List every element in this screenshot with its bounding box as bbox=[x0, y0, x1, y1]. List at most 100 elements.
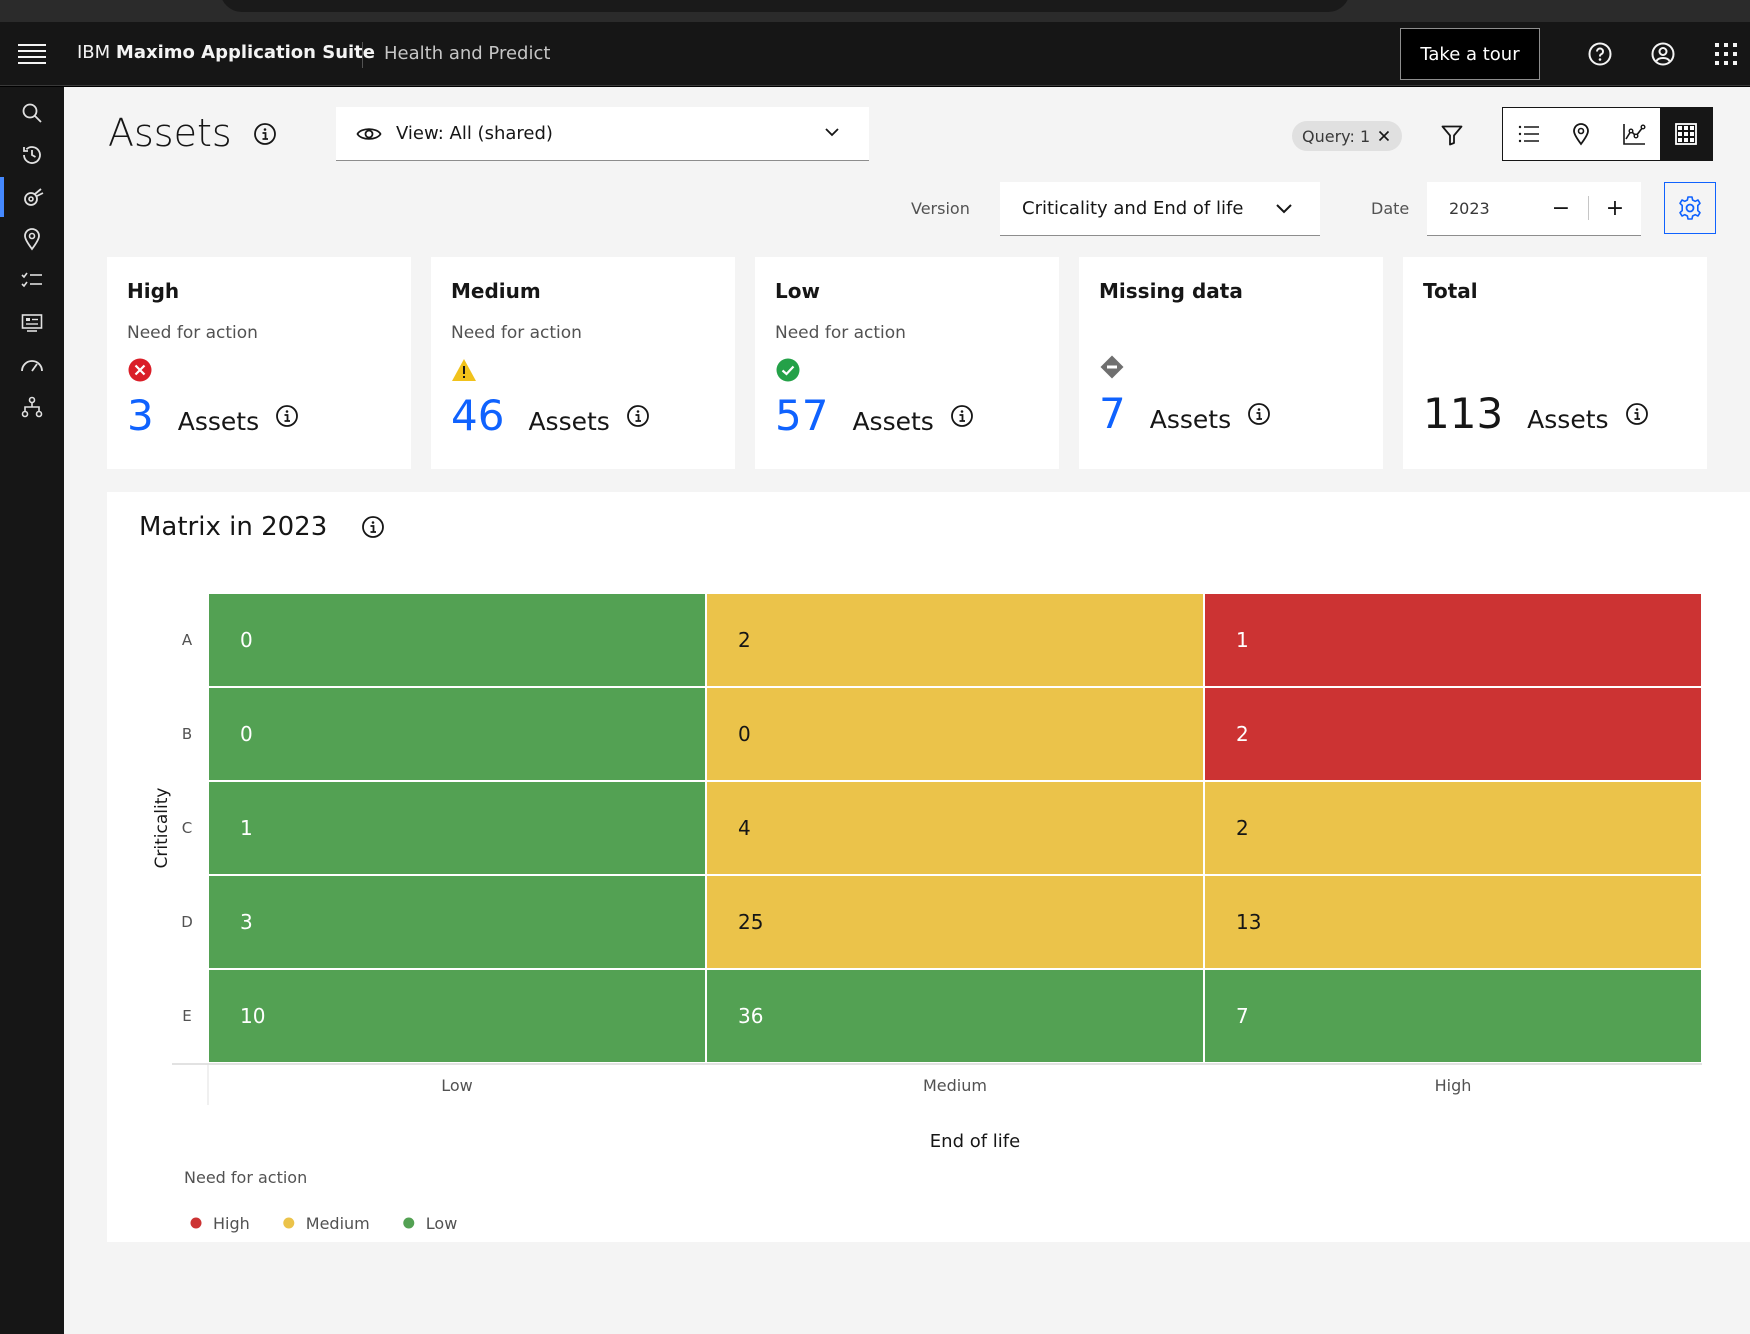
nav-locations-icon[interactable] bbox=[0, 219, 64, 259]
matrix-cell[interactable] bbox=[1203, 874, 1703, 970]
nav-recent-history-icon[interactable] bbox=[0, 135, 64, 175]
legend-title: Need for action bbox=[184, 1168, 307, 1187]
increment-button[interactable]: + bbox=[1605, 195, 1625, 221]
matrix-cell[interactable] bbox=[1203, 686, 1703, 782]
list-view-icon[interactable] bbox=[1503, 108, 1555, 160]
card-count[interactable]: 3 bbox=[127, 391, 154, 440]
matrix-cell[interactable] bbox=[705, 592, 1205, 688]
x-axis-title: End of life bbox=[930, 1131, 1020, 1152]
query-tag: Query: 1 bbox=[1292, 121, 1403, 151]
card-count[interactable]: 46 bbox=[451, 391, 505, 440]
header-divider bbox=[362, 42, 363, 68]
left-nav-rail bbox=[0, 87, 64, 1334]
hamburger-menu-icon[interactable] bbox=[18, 44, 46, 64]
brand-suite: Maximo Application Suite bbox=[115, 42, 375, 63]
browser-chrome bbox=[0, 0, 1750, 22]
matrix-cell-value: 1 bbox=[1236, 628, 1249, 652]
matrix-cell[interactable] bbox=[1203, 592, 1703, 688]
card-title: Missing data bbox=[1099, 279, 1243, 303]
version-dropdown-value: Criticality and End of life bbox=[1022, 198, 1244, 219]
matrix-cell-value: 2 bbox=[1236, 722, 1249, 746]
y-tick-label: C bbox=[182, 819, 192, 837]
card-unit: Assets bbox=[1527, 405, 1609, 434]
card-title: Total bbox=[1423, 279, 1478, 303]
card-info-icon[interactable] bbox=[1625, 402, 1649, 426]
card-count[interactable]: 113 bbox=[1423, 389, 1504, 438]
brand-ibm: IBM bbox=[77, 42, 111, 63]
x-tick-label: Low bbox=[441, 1076, 473, 1095]
matrix-cell[interactable] bbox=[207, 780, 707, 876]
chart-view-icon[interactable] bbox=[1608, 108, 1660, 160]
close-icon[interactable] bbox=[1378, 127, 1390, 146]
nav-checklist-icon[interactable] bbox=[0, 261, 64, 301]
page-title: Assets bbox=[108, 111, 232, 155]
summary-card-missing-data[interactable]: Missing data 7 Assets bbox=[1079, 257, 1383, 469]
matrix-cell[interactable] bbox=[705, 780, 1205, 876]
legend-swatch bbox=[190, 1217, 202, 1229]
take-a-tour-button[interactable]: Take a tour bbox=[1400, 28, 1540, 80]
matrix-view-icon[interactable] bbox=[1659, 108, 1712, 160]
matrix-cell-value: 0 bbox=[738, 722, 751, 746]
matrix-cell[interactable] bbox=[1203, 780, 1703, 876]
y-axis-title: Criticality bbox=[152, 788, 172, 869]
legend-label: Medium bbox=[306, 1214, 370, 1233]
main-content: Assets View: All (shared) Query: 1 Versi… bbox=[64, 87, 1750, 1334]
card-info-icon[interactable] bbox=[275, 404, 299, 428]
matrix-cell[interactable] bbox=[207, 592, 707, 688]
date-input[interactable] bbox=[1427, 182, 1547, 234]
nav-hierarchy-icon[interactable] bbox=[0, 387, 64, 427]
card-info-icon[interactable] bbox=[626, 404, 650, 428]
title-info-icon[interactable] bbox=[253, 122, 277, 146]
view-dropdown-label: View: All (shared) bbox=[396, 123, 553, 144]
map-view-icon[interactable] bbox=[1555, 108, 1607, 160]
summary-card-low[interactable]: Low Need for action 57 Assets bbox=[755, 257, 1059, 469]
nav-dashboard-icon[interactable] bbox=[0, 303, 64, 343]
nav-gauge-icon[interactable] bbox=[0, 345, 64, 385]
matrix-cell-value: 1 bbox=[240, 816, 253, 840]
card-count[interactable]: 7 bbox=[1099, 389, 1126, 438]
checkmark-icon bbox=[775, 357, 801, 383]
user-avatar-icon[interactable] bbox=[1649, 40, 1677, 68]
version-label: Version bbox=[911, 199, 970, 218]
matrix-cell[interactable] bbox=[207, 968, 707, 1064]
matrix-cell-value: 0 bbox=[240, 628, 253, 652]
matrix-cell-value: 2 bbox=[1236, 816, 1249, 840]
card-count[interactable]: 57 bbox=[775, 391, 829, 440]
app-switcher-icon[interactable] bbox=[1712, 40, 1740, 68]
card-info-icon[interactable] bbox=[1247, 402, 1271, 426]
matrix-cell[interactable] bbox=[207, 686, 707, 782]
matrix-cell-value: 3 bbox=[240, 910, 253, 934]
top-header: IBM Maximo Application Suite Health and … bbox=[0, 22, 1750, 86]
matrix-cell[interactable] bbox=[705, 968, 1205, 1064]
matrix-cell[interactable] bbox=[705, 874, 1205, 970]
version-dropdown[interactable]: Criticality and End of life bbox=[1000, 182, 1320, 236]
help-icon[interactable] bbox=[1586, 40, 1614, 68]
matrix-info-icon[interactable] bbox=[361, 515, 385, 539]
summary-card-total[interactable]: Total 113 Assets bbox=[1403, 257, 1707, 469]
matrix-cell-value: 0 bbox=[240, 722, 253, 746]
y-tick-label: E bbox=[182, 1007, 191, 1025]
summary-card-high[interactable]: High Need for action 3 Assets bbox=[107, 257, 411, 469]
filter-icon[interactable] bbox=[1436, 119, 1468, 151]
settings-gear-icon[interactable] bbox=[1664, 182, 1716, 234]
brand-name[interactable]: IBM Maximo Application Suite bbox=[77, 42, 375, 63]
nav-search-icon[interactable] bbox=[0, 93, 64, 133]
matrix-cell-value: 25 bbox=[738, 910, 763, 934]
nav-assets-icon[interactable] bbox=[0, 177, 64, 217]
date-label: Date bbox=[1371, 199, 1410, 218]
view-switcher bbox=[1502, 107, 1713, 161]
missing-diamond-icon bbox=[1099, 354, 1125, 380]
matrix-cell[interactable] bbox=[207, 874, 707, 970]
card-title: Low bbox=[775, 279, 820, 303]
view-dropdown[interactable]: View: All (shared) bbox=[336, 107, 869, 161]
summary-card-medium[interactable]: Medium Need for action 46 Assets bbox=[431, 257, 735, 469]
matrix-title-row: Matrix in 2023 bbox=[139, 512, 385, 542]
browser-tab-strip bbox=[220, 0, 1350, 12]
matrix-cell-value: 13 bbox=[1236, 910, 1261, 934]
decrement-button[interactable]: − bbox=[1551, 195, 1571, 221]
warning-icon bbox=[451, 357, 477, 383]
card-info-icon[interactable] bbox=[950, 404, 974, 428]
query-tag-label: Query: 1 bbox=[1302, 126, 1371, 146]
matrix-cell[interactable] bbox=[705, 686, 1205, 782]
matrix-cell[interactable] bbox=[1203, 968, 1703, 1064]
